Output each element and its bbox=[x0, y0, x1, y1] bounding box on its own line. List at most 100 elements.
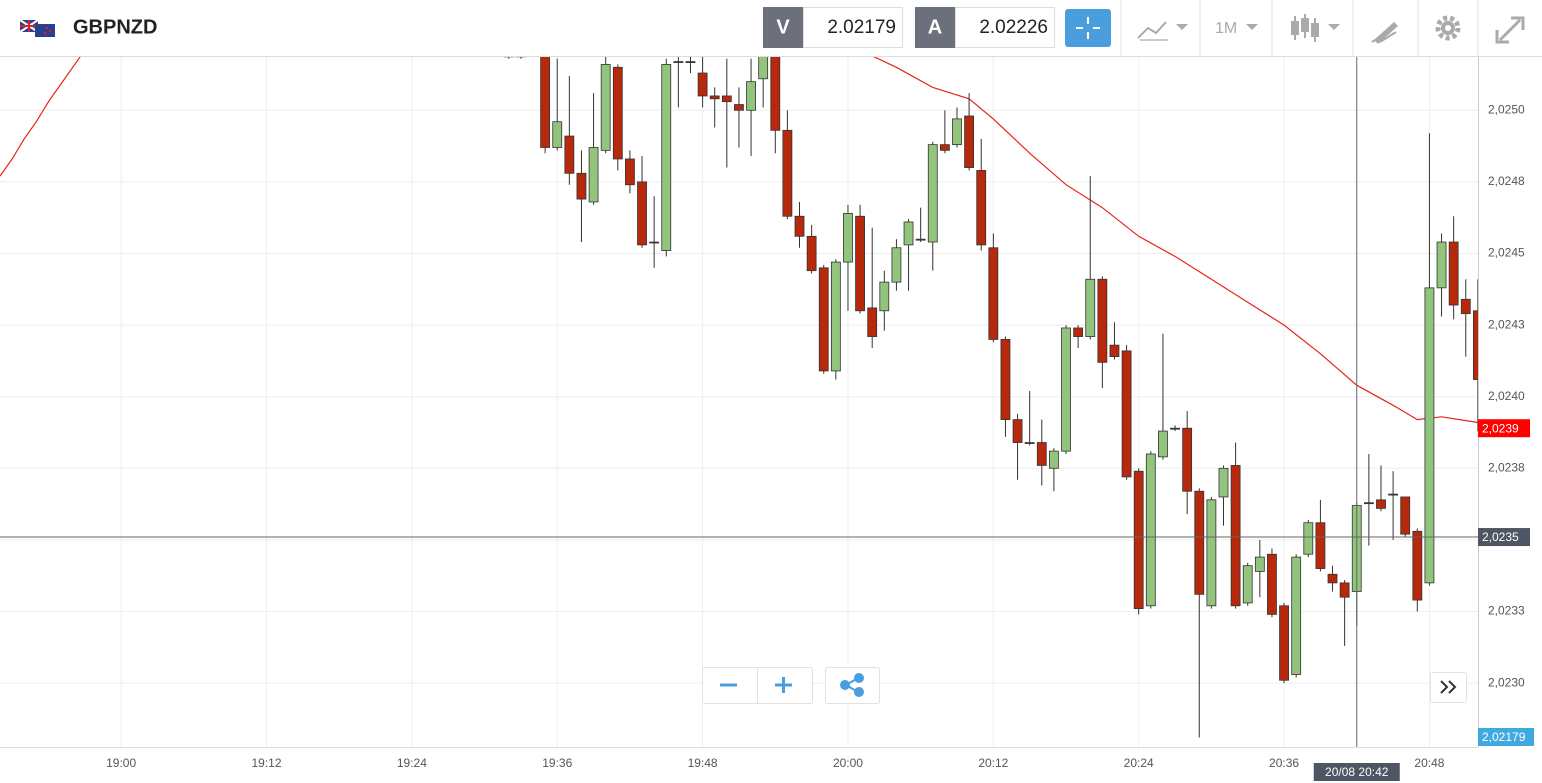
x-tick-label: 19:12 bbox=[251, 756, 281, 770]
zoom-controls bbox=[702, 667, 1467, 704]
buy-price[interactable]: 2.02226 bbox=[979, 17, 1048, 38]
share-box[interactable] bbox=[825, 667, 880, 704]
draw-icon[interactable] bbox=[1371, 22, 1398, 44]
candle-body bbox=[758, 57, 769, 80]
candle-body bbox=[1158, 430, 1168, 458]
candle-body bbox=[1012, 419, 1023, 443]
candle-body bbox=[552, 121, 563, 148]
sell-price[interactable]: 2.02179 bbox=[827, 17, 896, 38]
y-tick-label: 2,0250 bbox=[1488, 102, 1525, 116]
y-tick-label: 2,0243 bbox=[1488, 317, 1525, 331]
candle-body bbox=[1400, 496, 1411, 535]
candle-body bbox=[1363, 502, 1374, 505]
candle-body bbox=[721, 95, 732, 103]
crosshair-icon bbox=[1076, 17, 1100, 39]
buy-price-box[interactable] bbox=[955, 7, 1055, 48]
candle-body bbox=[1085, 278, 1096, 337]
y-tick-label: 2,0245 bbox=[1488, 246, 1525, 260]
candle-body bbox=[1448, 241, 1459, 306]
axes: 2,0250 2,0248 2,0245 2,0243 2,0240 2,0238 2,02… bbox=[106, 102, 1534, 781]
y-tick-label: 2,0240 bbox=[1488, 389, 1525, 403]
candle-body bbox=[1073, 327, 1084, 337]
x-tick-label: 19:48 bbox=[688, 756, 718, 770]
candle-body bbox=[915, 238, 926, 241]
grid bbox=[0, 57, 1478, 747]
candle-body bbox=[770, 57, 781, 131]
candle-body bbox=[952, 118, 962, 146]
candle-body bbox=[1339, 582, 1350, 598]
candle-body bbox=[673, 61, 684, 63]
candle-body bbox=[1145, 453, 1156, 607]
candle-body bbox=[806, 235, 817, 272]
crosshair-time-box bbox=[1313, 763, 1400, 781]
candle-body bbox=[927, 144, 938, 243]
candle-body bbox=[939, 144, 950, 151]
candle-body bbox=[867, 307, 878, 337]
candle-body bbox=[818, 267, 829, 372]
candle-body bbox=[903, 221, 914, 246]
candle-body bbox=[1024, 442, 1035, 444]
candle-body bbox=[830, 261, 841, 372]
candle-body bbox=[1412, 530, 1423, 601]
x-tick-label: 20:48 bbox=[1414, 756, 1444, 770]
candle-body bbox=[1061, 327, 1071, 452]
candle-body bbox=[625, 158, 635, 186]
candle-body bbox=[1327, 573, 1338, 584]
x-tick-label: 19:36 bbox=[542, 756, 572, 770]
candle-body bbox=[600, 64, 611, 151]
crosshair-time-label: 20/08 20:42 bbox=[1325, 765, 1389, 779]
chart-type-icon[interactable] bbox=[1137, 21, 1188, 41]
buy-button[interactable] bbox=[915, 7, 955, 48]
sell-price-box[interactable] bbox=[803, 7, 903, 48]
candle-body bbox=[1436, 241, 1447, 289]
candle-body bbox=[1182, 427, 1193, 492]
sell-button[interactable] bbox=[763, 7, 803, 48]
crosshair-price-label: 2,0235 bbox=[1482, 530, 1519, 544]
settings-icon[interactable] bbox=[1435, 15, 1461, 41]
candle-body bbox=[1194, 490, 1205, 595]
symbol: GBPNZD bbox=[73, 16, 157, 38]
crosshair-price-box bbox=[1478, 528, 1530, 547]
candle-icon[interactable] bbox=[1291, 14, 1340, 42]
sell-label[interactable]: V bbox=[776, 16, 790, 38]
candle-body bbox=[1460, 298, 1471, 315]
candle-body bbox=[564, 135, 575, 174]
timeframe-caret bbox=[1246, 24, 1258, 30]
candle-body bbox=[1388, 493, 1398, 496]
candle-body bbox=[843, 212, 853, 263]
fullscreen-icon[interactable] bbox=[1495, 16, 1525, 44]
x-tick-label: 20:12 bbox=[978, 756, 1008, 770]
candle-body bbox=[709, 95, 720, 100]
x-tick-label: 19:24 bbox=[397, 756, 427, 770]
candle-body bbox=[1424, 287, 1435, 584]
candle-body bbox=[964, 115, 975, 168]
bid-price-label: 2,02179 bbox=[1482, 730, 1526, 744]
candle-body bbox=[1242, 565, 1253, 604]
candle-body bbox=[649, 241, 660, 244]
share-icon[interactable] bbox=[840, 673, 864, 697]
buy-label[interactable]: A bbox=[928, 16, 942, 38]
candle-body bbox=[988, 247, 999, 340]
zoom-in[interactable] bbox=[775, 677, 792, 693]
candle-body bbox=[976, 170, 987, 246]
candle-body bbox=[588, 147, 599, 203]
toolbar-separators bbox=[1120, 0, 1479, 56]
timeframe[interactable]: 1M bbox=[1215, 20, 1237, 37]
candle-body bbox=[794, 215, 805, 237]
scroll-right-button[interactable] bbox=[1430, 672, 1467, 703]
candle-body bbox=[1036, 442, 1047, 466]
candle-body bbox=[1315, 522, 1326, 569]
crosshair-button[interactable] bbox=[1065, 9, 1111, 47]
candle-body bbox=[612, 66, 623, 160]
last-price-box bbox=[1478, 419, 1530, 438]
scroll-right-icon bbox=[1440, 680, 1457, 694]
y-tick-label: 2,0248 bbox=[1488, 174, 1525, 188]
candle-body bbox=[1000, 339, 1011, 421]
candle-body bbox=[1218, 467, 1229, 498]
candle-body bbox=[637, 181, 647, 246]
candle-body bbox=[1472, 310, 1478, 380]
candle-body bbox=[1303, 522, 1314, 555]
flag-icon bbox=[19, 19, 55, 37]
